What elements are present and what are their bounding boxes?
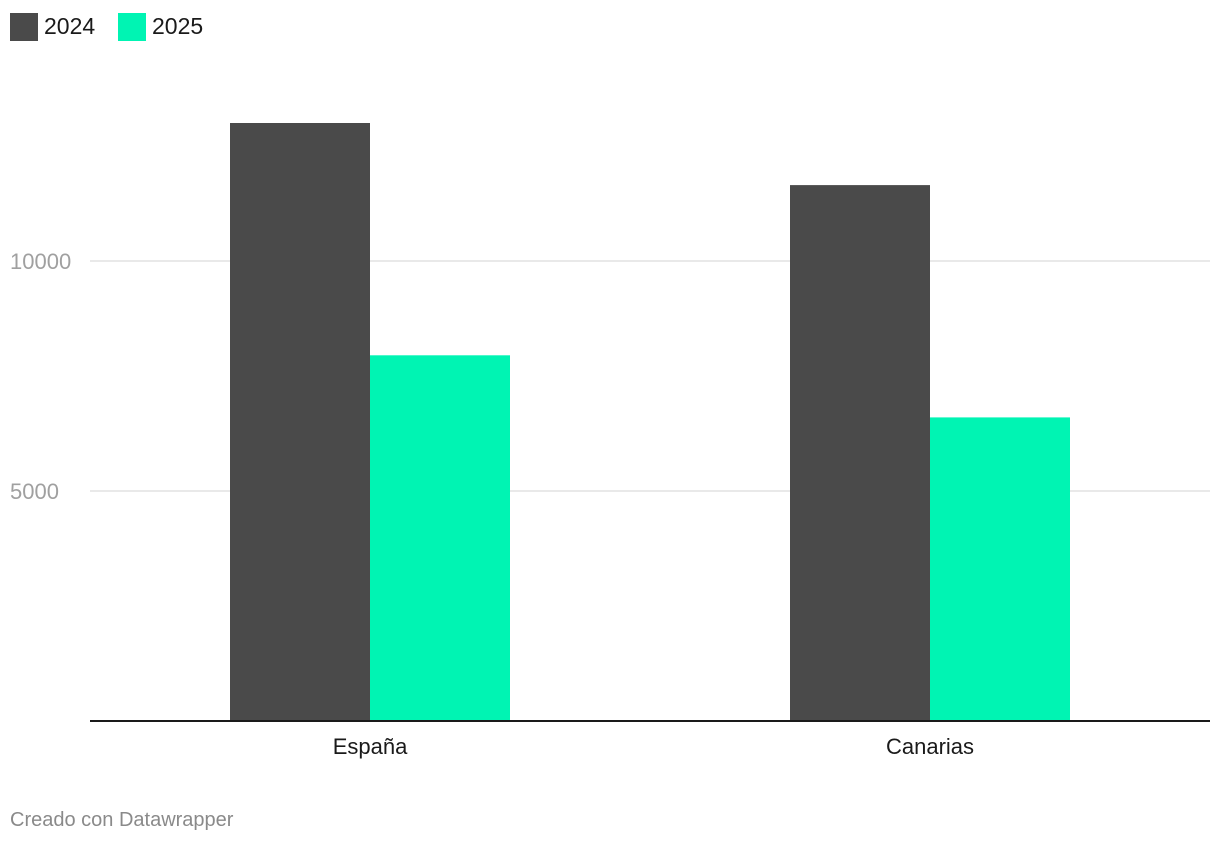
legend-label-2024: 2024: [44, 13, 95, 39]
bar-canarias-2024: [790, 185, 930, 722]
legend-label-2025: 2025: [152, 13, 203, 39]
y-tick-label-5000: 5000: [10, 479, 59, 504]
legend-item-2025: 2025: [118, 13, 203, 41]
credit-text: Creado con Datawrapper: [10, 809, 234, 831]
legend-item-2024: 2024: [10, 13, 95, 41]
x-tick-label-espana: España: [333, 734, 408, 759]
x-tick-label-canarias: Canarias: [886, 734, 974, 759]
legend-swatch-2024: [10, 13, 38, 41]
legend-swatch-2025: [118, 13, 146, 41]
y-tick-label-10000: 10000: [10, 249, 71, 274]
bars: [230, 123, 1070, 722]
bar-canarias-2025: [930, 417, 1070, 721]
legend: 2024 2025: [10, 13, 203, 41]
bar-espana-2024: [230, 123, 370, 721]
x-axis: España Canarias: [333, 734, 974, 759]
bar-espana-2025: [370, 355, 510, 721]
